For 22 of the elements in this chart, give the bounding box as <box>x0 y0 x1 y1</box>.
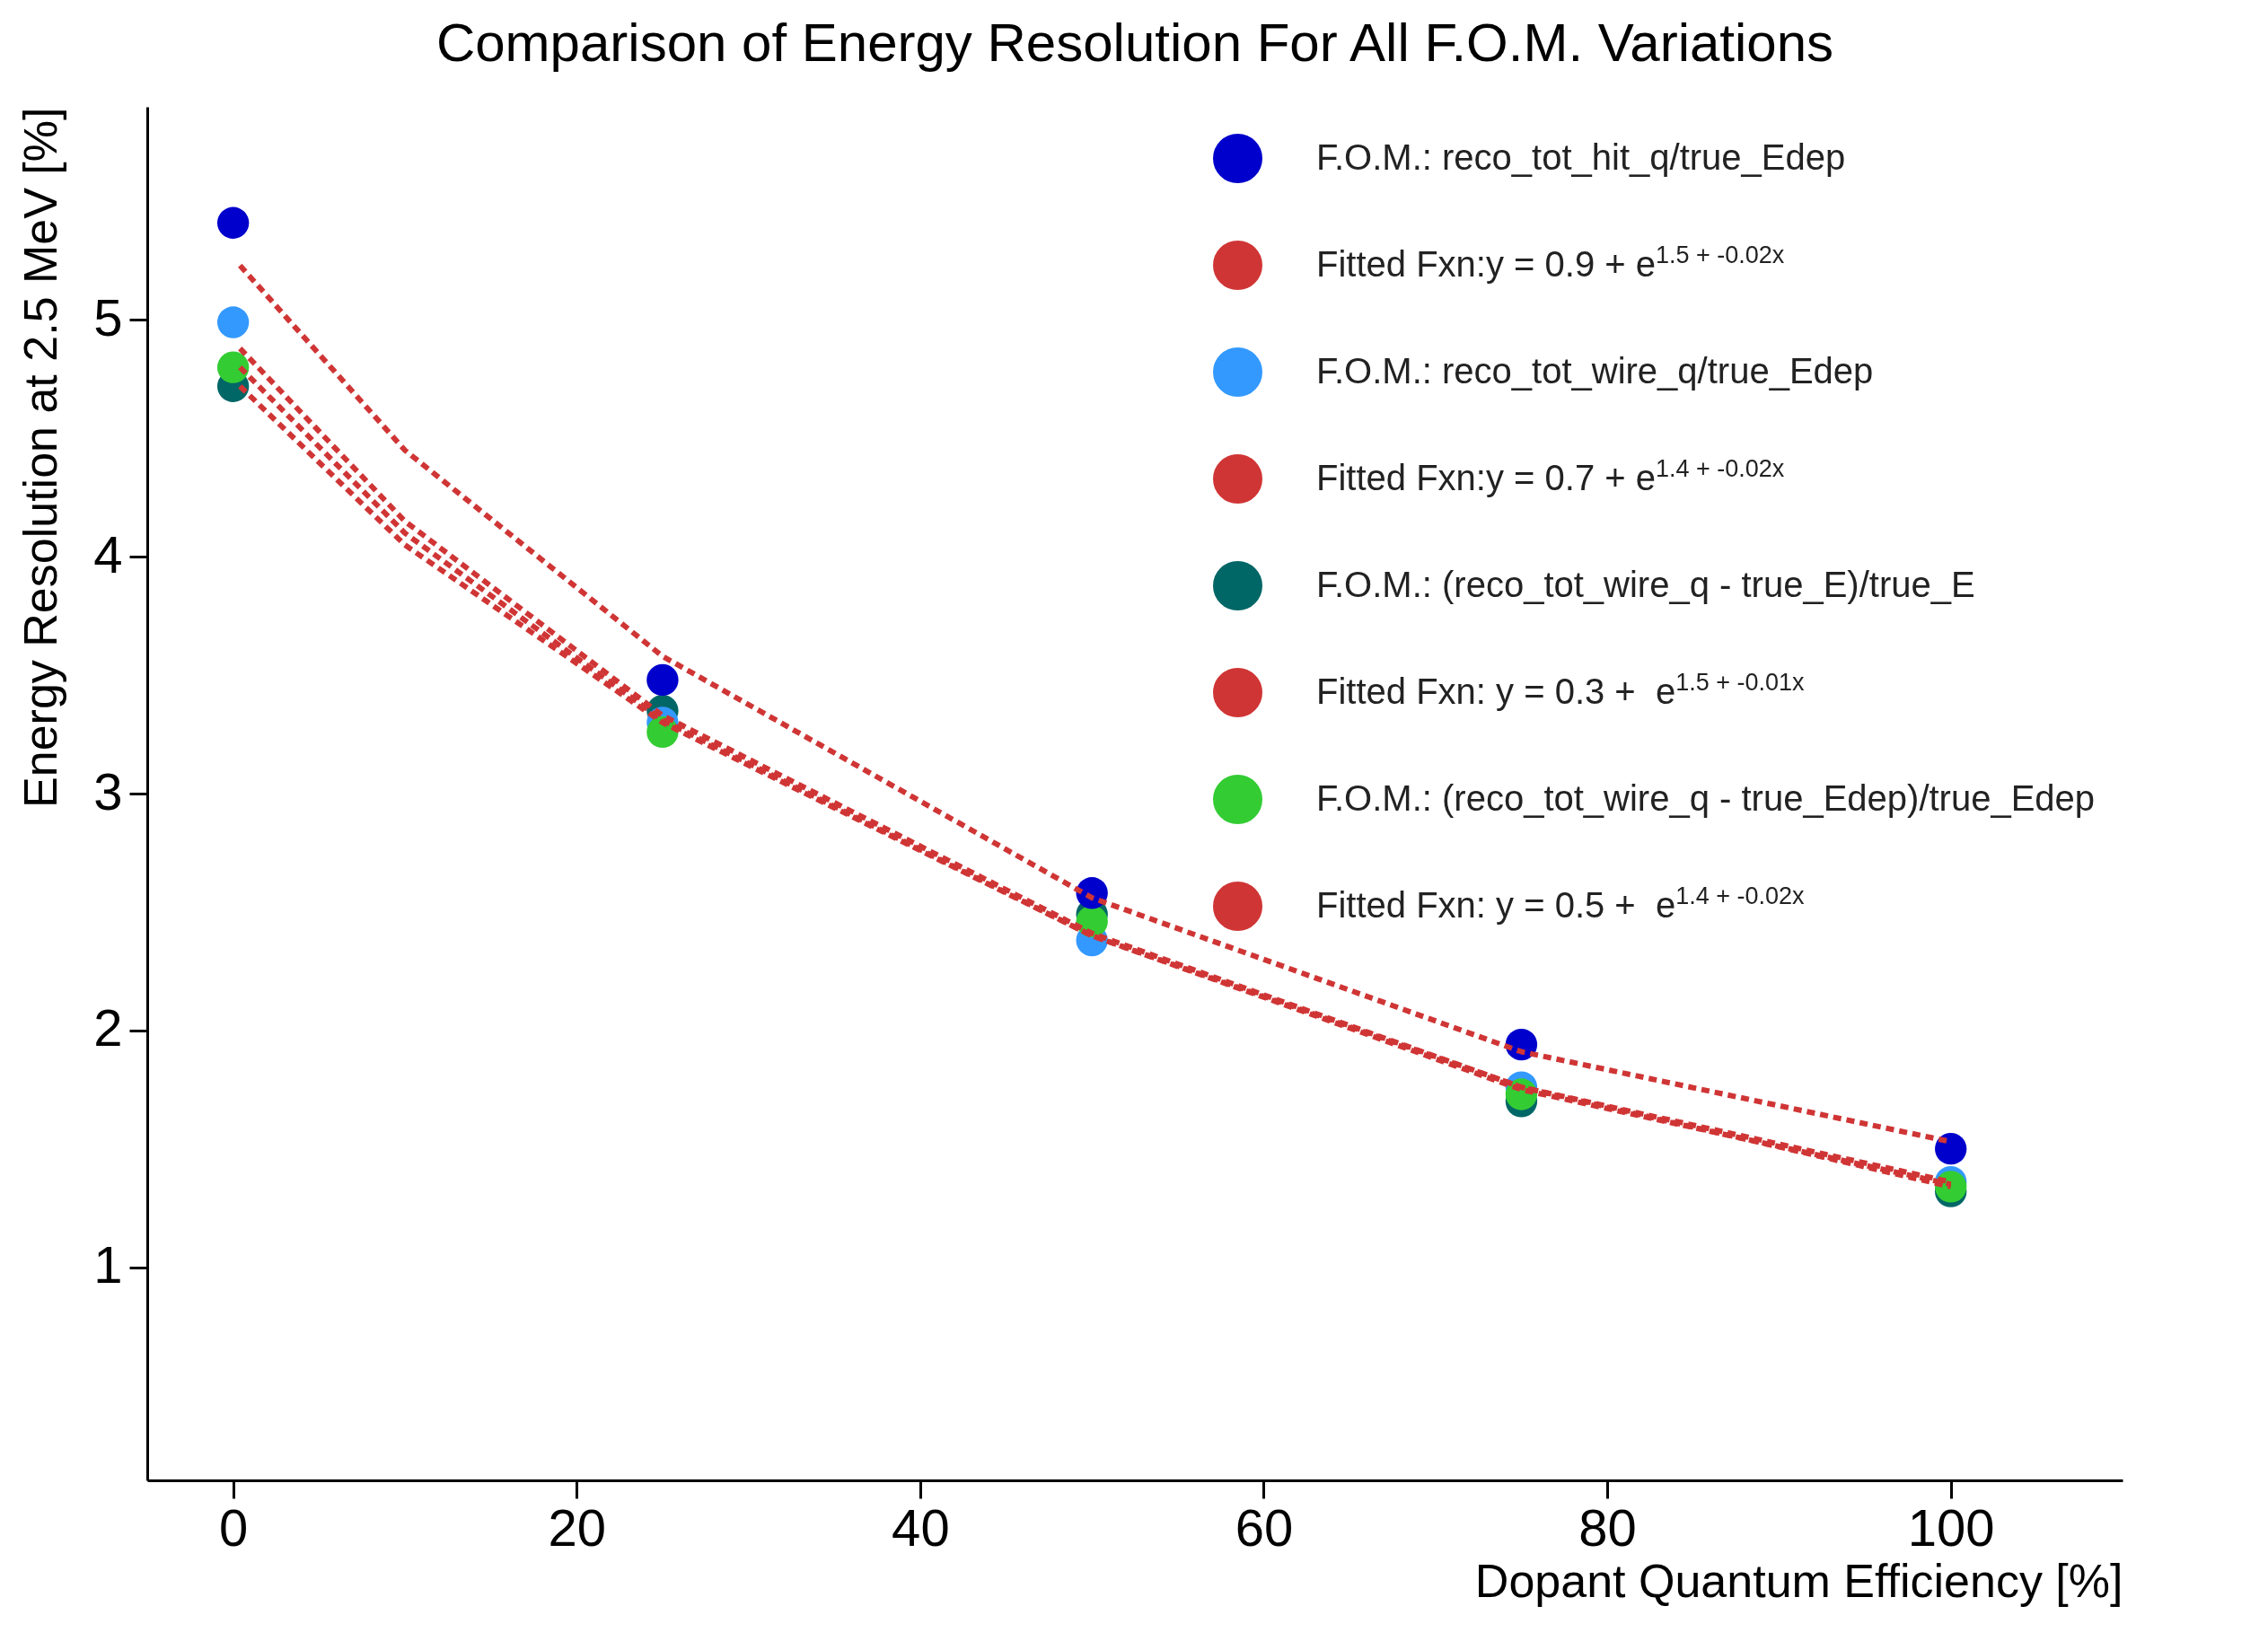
x-tick-label: 100 <box>1907 1497 1995 1557</box>
legend-label: Fitted Fxn:y = 0.7 + e$^{1.4 + -0.02x}$ <box>1316 454 1785 497</box>
y-tick-label: 4 <box>93 524 123 584</box>
legend-label: Fitted Fxn: y = 0.5 + e$^{1.4 + -0.02x}$ <box>1316 882 1806 925</box>
x-tick-label: 80 <box>1578 1497 1637 1557</box>
legend-label: F.O.M.: (reco_tot_wire_q - true_E)/true_E <box>1316 564 1975 604</box>
x-tick-label: 0 <box>219 1497 249 1557</box>
y-tick-label: 2 <box>93 998 123 1058</box>
x-tick-label: 20 <box>548 1497 607 1557</box>
legend-label: F.O.M.: (reco_tot_wire_q - true_Edep)/true_Edep <box>1316 777 2096 818</box>
legend-label: Fitted Fxn: y = 0.3 + e$^{1.5 + -0.01x}$ <box>1316 668 1806 711</box>
y-axis-title: Energy Resolution at 2.5 MeV [%] <box>14 107 67 808</box>
y-tick-label: 3 <box>93 761 123 821</box>
chart-title: Comparison of Energy Resolution For All F.O.M. Variations <box>435 13 1834 73</box>
x-axis-title: Dopant Quantum Efficiency [%] <box>1474 1554 2123 1607</box>
legend-label: F.O.M.: reco_tot_wire_q/true_Edep <box>1316 350 1874 391</box>
y-tick-label: 1 <box>93 1235 123 1295</box>
y-tick-label: 5 <box>93 287 123 347</box>
x-tick-label: 60 <box>1235 1497 1294 1557</box>
legend-label: F.O.M.: reco_tot_hit_q/true_Edep <box>1316 136 1846 177</box>
x-tick-label: 40 <box>892 1497 950 1557</box>
legend-label: Fitted Fxn:y = 0.9 + e$^{1.5 + -0.02x}$ <box>1316 241 1785 284</box>
